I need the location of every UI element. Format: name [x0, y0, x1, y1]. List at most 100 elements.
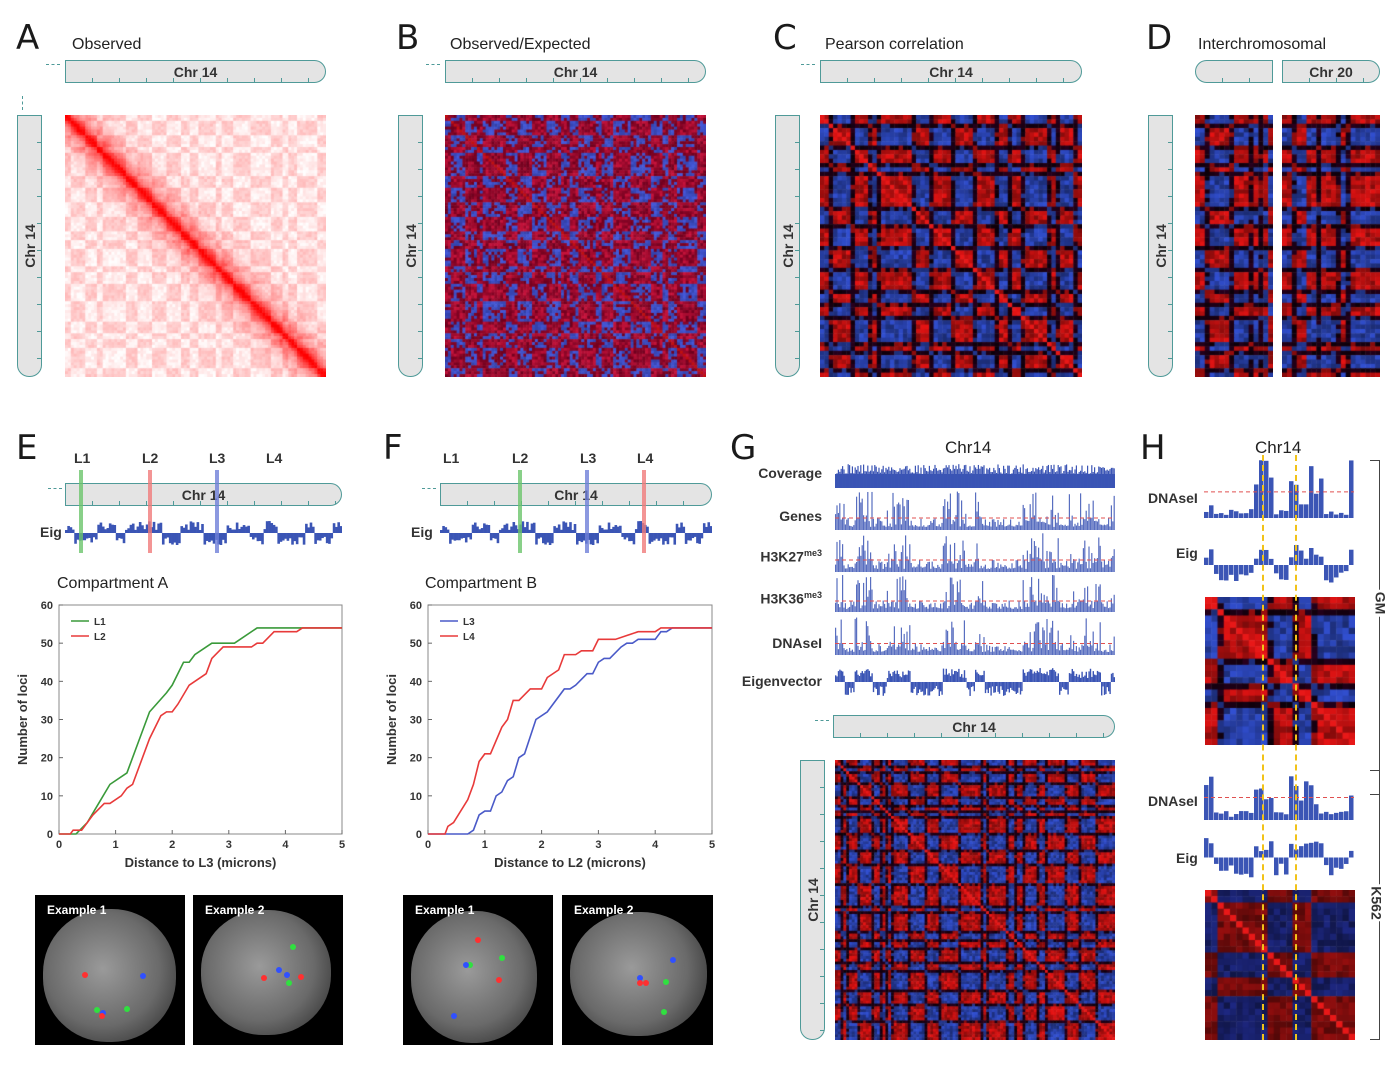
track-bar	[1113, 594, 1115, 612]
track-bar	[843, 469, 845, 488]
track-bar	[889, 470, 891, 488]
track-bar	[961, 643, 963, 655]
track-bar	[913, 649, 915, 655]
fish-spot	[297, 974, 304, 981]
track-bar	[1106, 601, 1108, 612]
track-bar	[868, 590, 870, 612]
track-bar	[1003, 682, 1005, 696]
x-axis-label: Distance to L3 (microns)	[125, 855, 277, 870]
track-bar	[1019, 682, 1022, 695]
track-bar	[843, 648, 845, 655]
track-bar	[927, 471, 929, 488]
track-bar	[843, 565, 845, 572]
track-bar	[1040, 522, 1042, 530]
track-bar	[868, 521, 870, 530]
track-bar	[934, 602, 936, 612]
track-bar	[984, 601, 986, 612]
eig-bar	[1234, 565, 1239, 581]
eigenvector-bar	[492, 533, 495, 539]
track-bar	[875, 466, 877, 488]
dnase-bar	[1319, 478, 1324, 518]
track-bar	[854, 563, 856, 572]
track-bar	[1014, 567, 1016, 572]
eigenvector-bar	[598, 525, 602, 533]
track-bar	[1021, 608, 1023, 612]
track-bar	[956, 671, 959, 682]
track-bar	[1091, 645, 1093, 655]
track-bar	[1078, 525, 1080, 530]
track-bar	[1113, 636, 1115, 655]
track-bar	[906, 465, 908, 488]
eigenvector-bar	[219, 533, 223, 545]
track-bar	[860, 555, 862, 572]
eigenvector-bar	[249, 533, 253, 537]
eigenvector-bar	[76, 533, 80, 540]
dnase-bar	[1204, 511, 1209, 518]
eigenvector-bar	[212, 533, 216, 544]
track-bar	[955, 641, 957, 655]
eigenvector-bar	[589, 533, 593, 545]
track-bar	[954, 521, 956, 530]
track-bar	[1053, 575, 1055, 612]
eigenvector-bar	[553, 526, 556, 533]
track-bar	[1021, 567, 1023, 572]
track-bar	[941, 522, 943, 530]
track-bar	[1012, 608, 1014, 612]
track-bar	[984, 651, 986, 655]
track-bar	[836, 635, 838, 655]
track-bar	[1018, 601, 1020, 612]
track-bar	[1007, 465, 1009, 488]
chr-label: Chr 14	[779, 224, 796, 268]
track-bar	[1042, 602, 1044, 612]
track-bar	[892, 492, 894, 530]
track-bar	[1109, 644, 1111, 655]
track-bar	[1018, 682, 1020, 688]
track-bar	[970, 682, 973, 688]
track-bar	[874, 651, 876, 655]
track-bar	[867, 491, 869, 530]
track-bar	[1066, 561, 1068, 572]
track-bar	[861, 605, 863, 612]
dnase-bar	[1299, 800, 1304, 820]
pearson-correlation-heatmap	[820, 115, 1082, 377]
track-bar	[870, 552, 872, 572]
track-bar	[1077, 676, 1079, 682]
track-bar	[1096, 643, 1098, 655]
track-bar	[1018, 521, 1020, 530]
track-bar	[952, 519, 954, 530]
track-bar	[893, 469, 895, 488]
eigenvector-bar	[440, 529, 443, 533]
track-bar	[949, 469, 951, 488]
track-bar	[948, 606, 950, 612]
track-bar	[1012, 526, 1014, 530]
eigenvector-bar	[600, 527, 604, 533]
track-bar	[1035, 673, 1037, 682]
track-bar	[1070, 554, 1072, 572]
track-bar	[917, 465, 919, 488]
track-bar	[1057, 538, 1059, 572]
track-bar	[1035, 623, 1037, 655]
track-bar	[892, 600, 894, 612]
track-bar	[842, 466, 844, 488]
track-bar	[906, 556, 908, 572]
eigenvector-bar	[693, 533, 697, 537]
track-bar	[1001, 603, 1003, 612]
track-bar	[1005, 566, 1007, 572]
track-bar	[857, 674, 859, 682]
track-label-text: H3K36	[760, 590, 804, 607]
track-bar	[1095, 520, 1097, 530]
track-bar	[1040, 648, 1042, 655]
cell-line-label-gm: GM	[1372, 589, 1389, 617]
track-bar	[997, 519, 999, 530]
track-label-dnasei-gm: DNAseI	[1148, 490, 1198, 506]
track-bar	[998, 606, 1000, 612]
track-bar	[851, 604, 853, 612]
track-bar	[956, 649, 958, 655]
track-bar	[850, 472, 852, 488]
track-bar	[937, 526, 939, 530]
track-bar	[1053, 559, 1055, 572]
track-bar	[996, 646, 998, 655]
track-bar	[1081, 671, 1083, 682]
track-bar	[944, 648, 946, 655]
track-bar	[986, 468, 988, 488]
